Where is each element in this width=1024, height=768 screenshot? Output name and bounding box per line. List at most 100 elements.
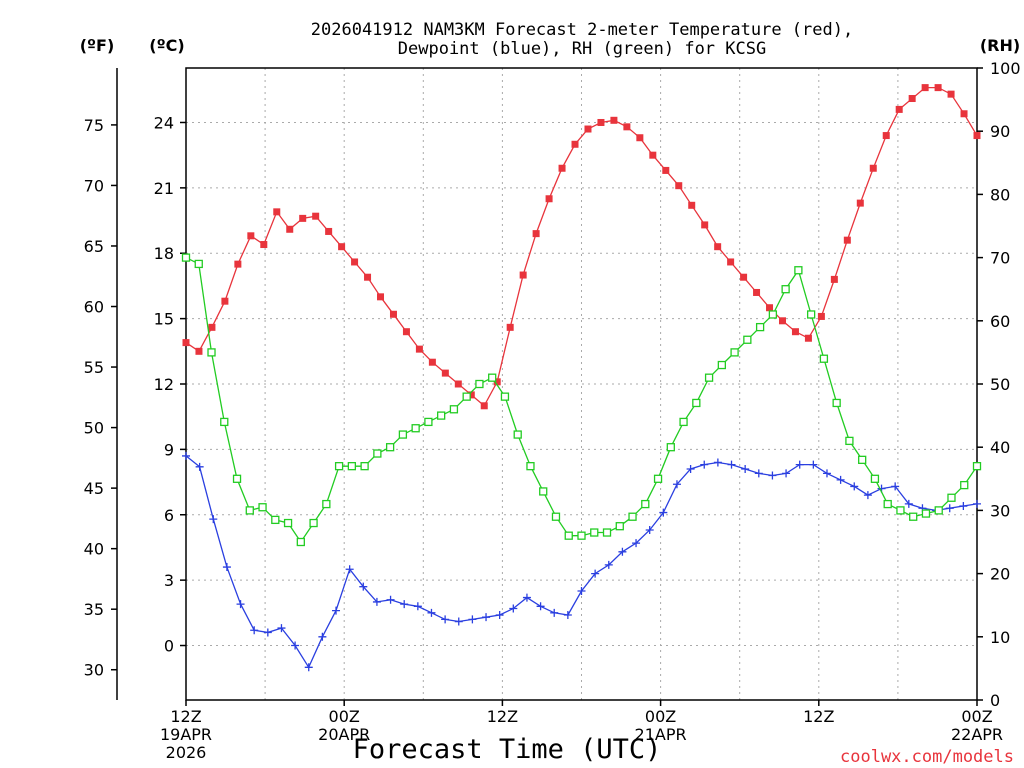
dewpoint-point xyxy=(891,482,900,491)
dewpoint-point xyxy=(945,504,954,513)
rh-point xyxy=(755,322,765,332)
fahrenheit-tick-label: 45 xyxy=(84,479,104,498)
temperature-point xyxy=(597,118,605,126)
dewpoint-point xyxy=(754,469,763,478)
rh-tick-label: 80 xyxy=(990,185,1010,204)
temperature-point xyxy=(714,243,722,251)
rh-point xyxy=(539,487,548,496)
dewpoint-point xyxy=(372,597,381,606)
rh-point xyxy=(602,528,612,537)
temperature-point xyxy=(727,258,735,266)
rh-tick-label: 0 xyxy=(990,691,1000,710)
temperature-point xyxy=(415,345,423,353)
dewpoint-point xyxy=(591,569,600,578)
dewpoint-point xyxy=(672,480,681,489)
rh-point xyxy=(921,509,931,518)
dewpoint-point xyxy=(904,499,913,508)
dewpoint-point xyxy=(795,460,804,469)
rh-point xyxy=(526,462,535,471)
rh-point xyxy=(283,518,293,528)
x-tick-label: 21APR xyxy=(635,725,687,744)
celsius-tick-label: 12 xyxy=(154,375,174,394)
rh-point xyxy=(806,310,816,319)
credit-text: coolwx.com/models xyxy=(840,747,1014,767)
dewpoint-point xyxy=(454,617,463,626)
temperature-point xyxy=(312,212,320,220)
temperature-point xyxy=(389,310,397,318)
x-tick-label: 00Z xyxy=(329,707,360,726)
rh-point xyxy=(475,379,484,389)
dewpoint-point xyxy=(304,663,313,672)
x-tick-label: 22APR xyxy=(951,725,1003,744)
dewpoint-point xyxy=(604,560,613,569)
rh-point xyxy=(934,506,943,515)
fahrenheit-tick-label: 70 xyxy=(84,176,104,195)
dewpoint-point xyxy=(318,632,327,641)
chart-title-line1: 2026041912 NAM3KM Forecast 2-meter Tempe… xyxy=(311,20,853,40)
rh-point xyxy=(794,266,803,275)
celsius-tick-label: 3 xyxy=(164,571,174,590)
rh-point xyxy=(870,474,880,483)
temperature-point xyxy=(325,227,333,235)
rh-point xyxy=(500,392,510,401)
rh-point xyxy=(309,518,318,528)
dewpoint-point xyxy=(359,582,368,591)
dewpoint-point xyxy=(209,515,218,524)
dewpoint-point xyxy=(632,539,641,548)
rh-point xyxy=(768,310,778,319)
dewpoint-point xyxy=(822,469,831,478)
temperature-point xyxy=(558,164,566,172)
dewpoint-point xyxy=(850,482,859,491)
dewpoint-point xyxy=(332,606,341,615)
rh-point xyxy=(972,462,982,471)
dewpoint-point xyxy=(836,475,845,484)
data-series xyxy=(181,84,982,672)
temperature-point xyxy=(221,297,229,305)
rh-point xyxy=(488,373,497,382)
fahrenheit-tick-label: 75 xyxy=(84,116,104,135)
celsius-tick-label: 21 xyxy=(154,179,174,198)
dewpoint-point xyxy=(236,600,245,609)
fahrenheit-tick-label: 60 xyxy=(84,298,104,317)
fahrenheit-tick-label: 30 xyxy=(84,661,104,680)
dewpoint-point xyxy=(182,451,190,460)
rh-point xyxy=(730,348,739,357)
rh-point xyxy=(181,253,191,262)
rh-point xyxy=(743,335,752,344)
dewpoint-point xyxy=(400,600,409,609)
rh-point xyxy=(909,512,918,521)
dewpoint-point xyxy=(713,458,722,467)
rh-point xyxy=(513,430,522,439)
rh-point xyxy=(704,373,714,382)
fahrenheit-tick-label: 35 xyxy=(84,600,104,619)
rh-point xyxy=(845,436,854,446)
temperature-point xyxy=(675,182,683,190)
temperature-point xyxy=(273,208,281,216)
temperature-point xyxy=(766,304,774,312)
rh-point xyxy=(271,515,280,525)
dewpoint-point xyxy=(509,604,518,613)
temperature-point xyxy=(778,317,786,325)
dewpoint-point xyxy=(973,499,981,508)
rh-point xyxy=(858,455,867,464)
rh-point xyxy=(717,360,726,370)
temperature-point xyxy=(571,140,579,148)
temperature-point xyxy=(234,260,242,268)
temperature-point xyxy=(545,195,553,203)
rh-point xyxy=(220,417,229,427)
temperature-point xyxy=(260,241,268,249)
rh-point xyxy=(896,506,905,515)
fahrenheit-tick-label: 65 xyxy=(84,237,104,256)
temperature-point xyxy=(636,134,644,142)
temperature-point xyxy=(584,125,592,133)
temperature-point xyxy=(908,95,916,103)
x-tick-label: 12Z xyxy=(170,707,201,726)
rh-point xyxy=(832,398,841,408)
y-tick-labels: 30 35 40 45 50 55 60 65 70 75 0 3 6 9 12 15 18 21 24 0 10 20 3… xyxy=(84,59,1021,710)
rh-point xyxy=(462,392,471,401)
temperature-point xyxy=(195,347,203,355)
temperature-point xyxy=(402,328,410,336)
dewpoint-point xyxy=(291,641,300,650)
temperature-point xyxy=(649,151,657,159)
